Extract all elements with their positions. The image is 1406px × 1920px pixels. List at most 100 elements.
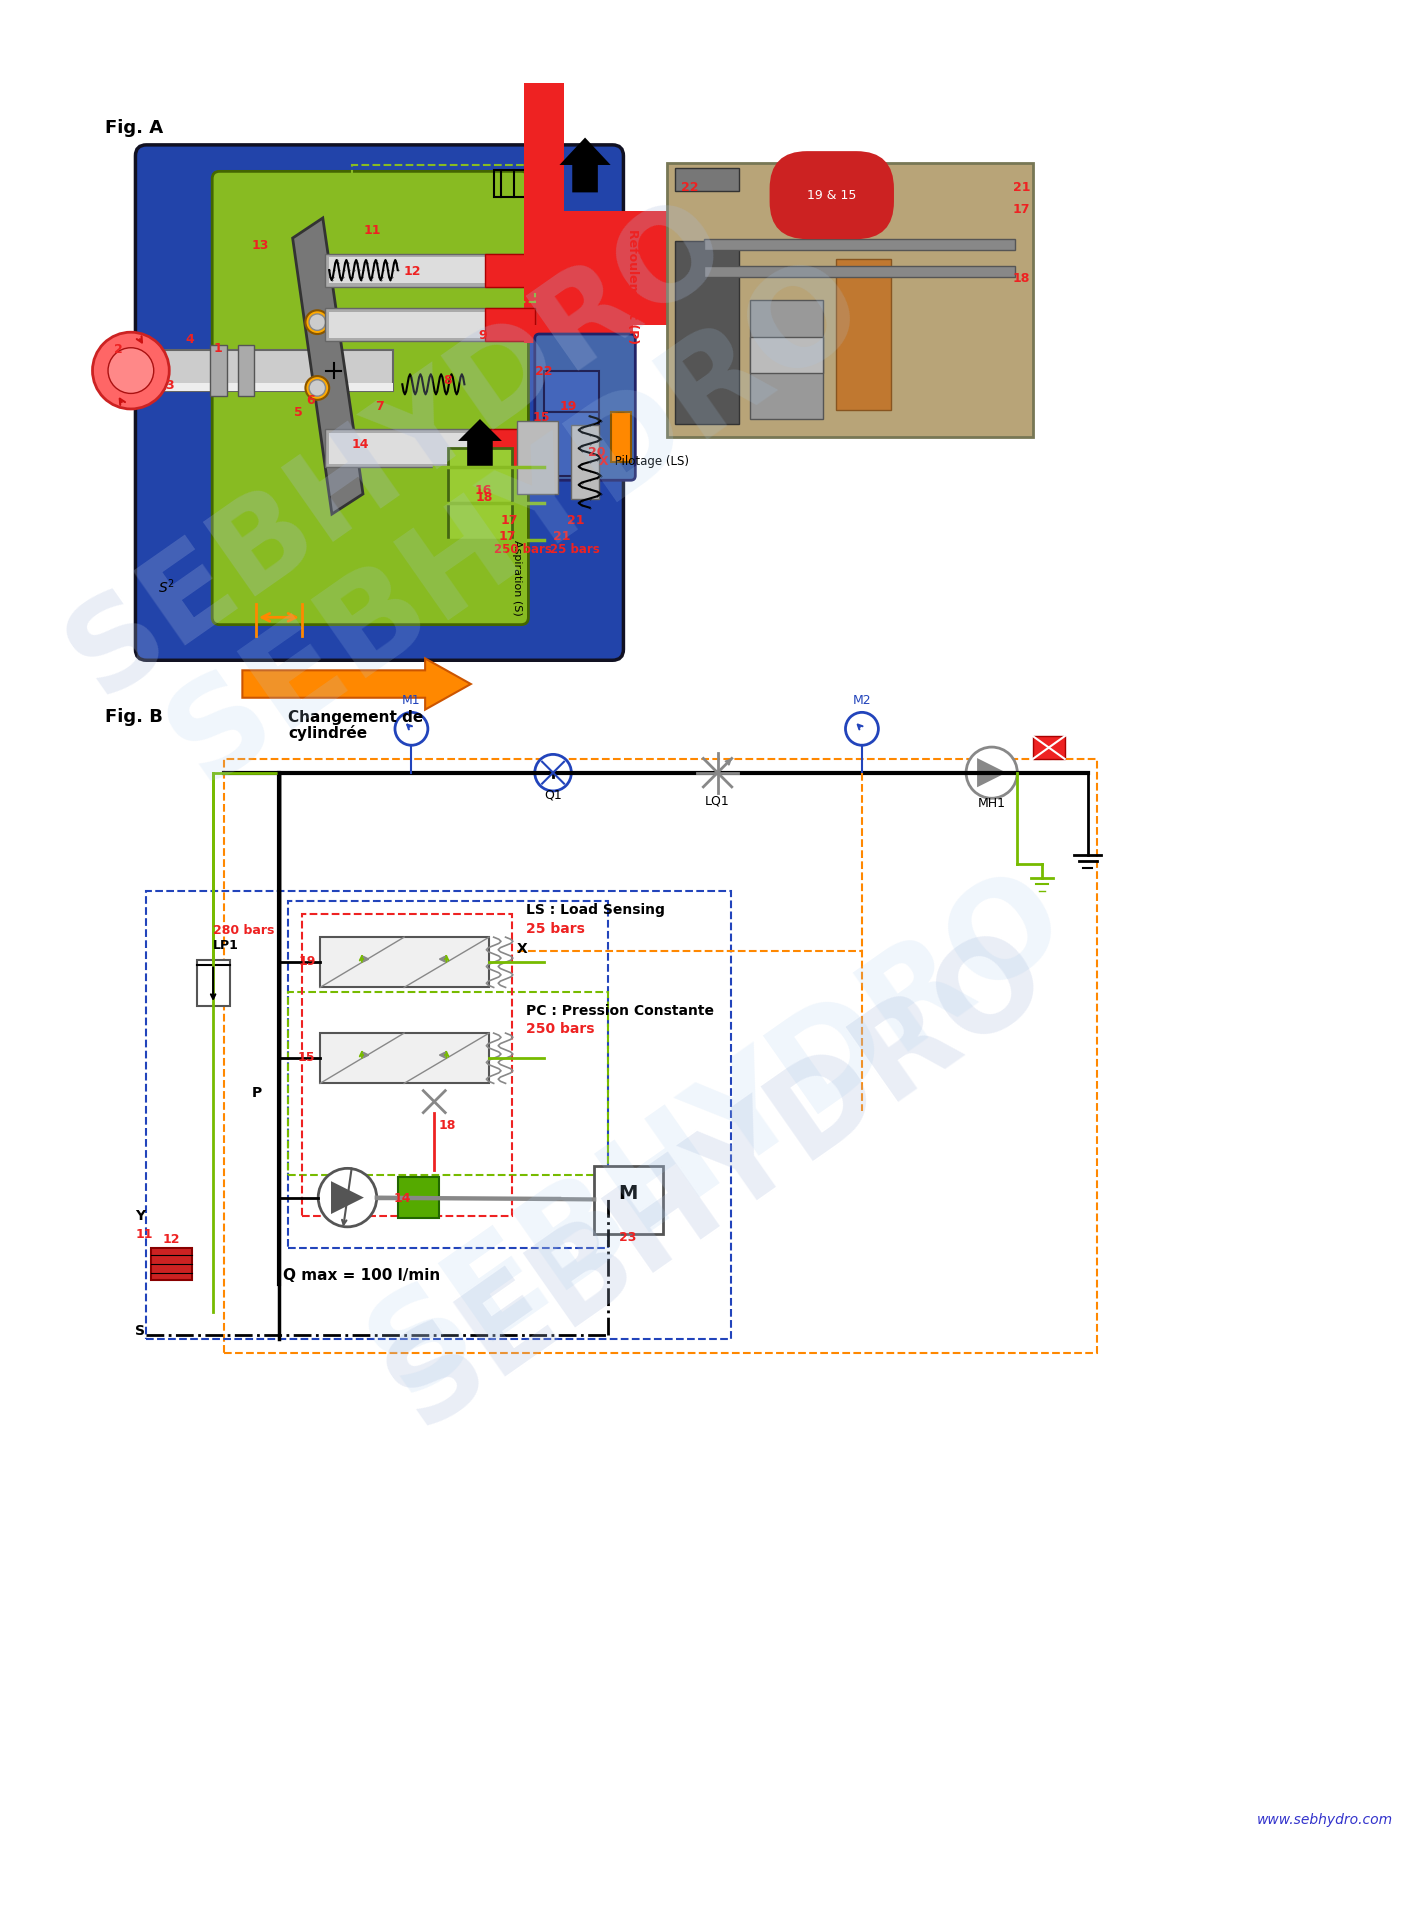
Text: 280 bars: 280 bars (214, 924, 274, 937)
FancyBboxPatch shape (135, 144, 623, 660)
Text: 9: 9 (478, 328, 486, 342)
Bar (494, 169, 526, 198)
Bar (211, 346, 226, 396)
Text: 11: 11 (135, 1227, 153, 1240)
Text: 14: 14 (352, 438, 370, 451)
Bar (524, 211, 707, 324)
Text: S: S (135, 1323, 145, 1338)
Bar (571, 426, 599, 499)
Text: 13: 13 (252, 240, 269, 252)
Polygon shape (292, 219, 363, 515)
Bar (325, 309, 534, 342)
Text: $S^2$: $S^2$ (159, 578, 176, 595)
Bar (544, 411, 599, 476)
Text: LS : Load Sensing: LS : Load Sensing (526, 902, 665, 918)
Text: 20: 20 (588, 445, 606, 459)
Text: MH1: MH1 (977, 797, 1005, 810)
Text: Refoulement (P): Refoulement (P) (626, 228, 640, 344)
Text: 12: 12 (162, 1233, 180, 1246)
Text: Fig. B: Fig. B (105, 708, 163, 726)
Bar (610, 411, 631, 463)
Text: 250 bars: 250 bars (494, 543, 551, 557)
Bar (1033, 735, 1064, 758)
Text: 10: 10 (491, 273, 509, 284)
Text: 22: 22 (681, 180, 699, 194)
Bar (288, 900, 607, 1248)
Bar (668, 163, 1033, 438)
Circle shape (93, 332, 169, 409)
Bar (197, 960, 229, 1006)
Bar (475, 428, 526, 467)
Bar (749, 300, 823, 419)
Circle shape (845, 712, 879, 745)
Text: 19 & 15: 19 & 15 (807, 188, 856, 202)
Bar (675, 240, 738, 424)
Bar (485, 253, 534, 286)
Bar (329, 432, 522, 465)
Text: 17: 17 (498, 530, 516, 543)
Text: 4: 4 (186, 334, 194, 346)
Bar (704, 238, 1015, 250)
Text: 11: 11 (364, 223, 381, 236)
Circle shape (326, 363, 342, 378)
Circle shape (395, 712, 427, 745)
Text: 250 bars: 250 bars (526, 1021, 595, 1037)
Text: 21: 21 (567, 515, 585, 528)
Bar (224, 758, 1097, 1354)
Bar (837, 259, 891, 409)
Text: 8: 8 (443, 374, 453, 388)
Bar (150, 1248, 193, 1281)
Text: SEBHYDRO: SEBHYDRO (347, 849, 1088, 1419)
FancyBboxPatch shape (212, 171, 529, 624)
Polygon shape (560, 138, 610, 192)
Polygon shape (242, 659, 471, 710)
Text: Changement de: Changement de (288, 710, 423, 726)
Text: 17: 17 (501, 515, 517, 528)
Text: www.sebhydro.com: www.sebhydro.com (1257, 1812, 1393, 1826)
Text: Aspiration (S): Aspiration (S) (512, 540, 522, 616)
Bar (321, 1033, 489, 1083)
Text: cylindrée: cylindrée (288, 726, 367, 741)
Circle shape (318, 1169, 377, 1227)
Bar (485, 309, 534, 342)
Bar (329, 313, 530, 338)
Bar (110, 351, 394, 390)
Bar (524, 152, 543, 294)
Circle shape (309, 315, 326, 330)
Bar (524, 83, 564, 156)
Circle shape (108, 348, 153, 394)
Bar (544, 371, 599, 411)
Text: 16: 16 (474, 484, 492, 497)
Bar (352, 165, 534, 301)
Text: 2: 2 (114, 344, 124, 357)
Bar (325, 428, 526, 467)
Text: 18: 18 (475, 492, 492, 505)
Text: 19: 19 (298, 956, 315, 968)
Text: 25 bars: 25 bars (550, 543, 600, 557)
Text: 21: 21 (1012, 180, 1031, 194)
Text: Pilotage (LS): Pilotage (LS) (610, 455, 689, 468)
Circle shape (966, 747, 1018, 799)
Bar (288, 993, 607, 1175)
Text: M: M (619, 1185, 638, 1204)
Bar (516, 420, 558, 493)
Text: LP1: LP1 (214, 939, 239, 952)
Text: PC : Pression Constante: PC : Pression Constante (526, 1004, 714, 1018)
Text: 25 bars: 25 bars (526, 922, 585, 935)
Text: 14: 14 (394, 1192, 411, 1206)
Text: M2: M2 (852, 695, 872, 707)
Bar (302, 914, 512, 1215)
Text: P: P (252, 1087, 262, 1100)
Text: 22: 22 (534, 365, 553, 378)
Circle shape (305, 311, 329, 334)
Text: 6: 6 (307, 394, 315, 407)
Text: Y: Y (135, 1210, 146, 1223)
Bar (325, 253, 534, 286)
Bar (524, 156, 564, 211)
Text: 12: 12 (404, 265, 420, 278)
Text: 17: 17 (1012, 204, 1031, 217)
Bar (110, 384, 394, 390)
Bar (595, 1165, 662, 1235)
Text: X: X (516, 941, 527, 956)
Text: SEBHYDRO: SEBHYDRO (46, 177, 748, 720)
